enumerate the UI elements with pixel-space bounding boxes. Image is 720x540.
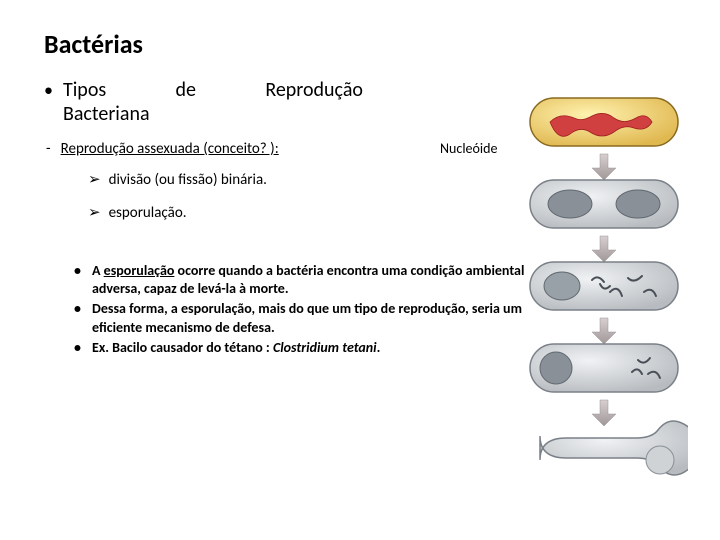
main-bullet-word: Tipos	[63, 78, 106, 102]
note-line: • Dessa forma, a esporulação, mais do qu…	[74, 300, 574, 336]
dash-icon: -	[46, 140, 51, 158]
arrow-icon: ➢	[88, 204, 101, 222]
cell-stage-4	[530, 344, 678, 392]
note-line: • A esporulação ocorre quando a bactéria…	[74, 262, 574, 298]
note-underline: esporulação	[104, 262, 175, 279]
main-bullet: • Tipos de Reprodução Bacteriana	[44, 78, 374, 126]
cell-stage-1	[530, 98, 678, 146]
cell-stage-3	[530, 262, 678, 310]
bullet-dot-icon: •	[74, 339, 92, 357]
note-line: • Ex. Bacilo causador do tétano : Clostr…	[74, 339, 574, 357]
figure-svg	[520, 84, 688, 510]
list-item-text: esporulação.	[109, 204, 187, 222]
bullet-dot-icon: •	[44, 79, 53, 101]
note-text: Ex. Bacilo causador do tétano :	[92, 339, 273, 356]
cell-stage-5	[540, 421, 688, 475]
sporulation-figure	[520, 84, 688, 510]
note-text: A	[92, 262, 104, 279]
subheading-text: Reprodução assexuada (conceito? ):	[61, 140, 279, 158]
page-title: Bactérias	[44, 28, 680, 60]
list-item-text: divisão (ou fissão) binária.	[109, 171, 267, 189]
main-bullet-word: de	[176, 78, 196, 102]
cell-stage-2	[530, 180, 678, 228]
note-text: Dessa forma, a esporulação, mais do que …	[92, 300, 574, 336]
bullet-dot-icon: •	[74, 300, 92, 336]
figure-label: Nucleóide	[440, 140, 497, 157]
note-italic: Clostridium tetani	[273, 339, 377, 356]
note-text: .	[377, 339, 381, 356]
main-bullet-word: Reprodução	[265, 78, 363, 102]
bullet-dot-icon: •	[74, 262, 92, 298]
arrow-icon: ➢	[88, 171, 101, 189]
main-bullet-word: Bacteriana	[63, 102, 150, 126]
notes-block: • A esporulação ocorre quando a bactéria…	[74, 262, 574, 357]
